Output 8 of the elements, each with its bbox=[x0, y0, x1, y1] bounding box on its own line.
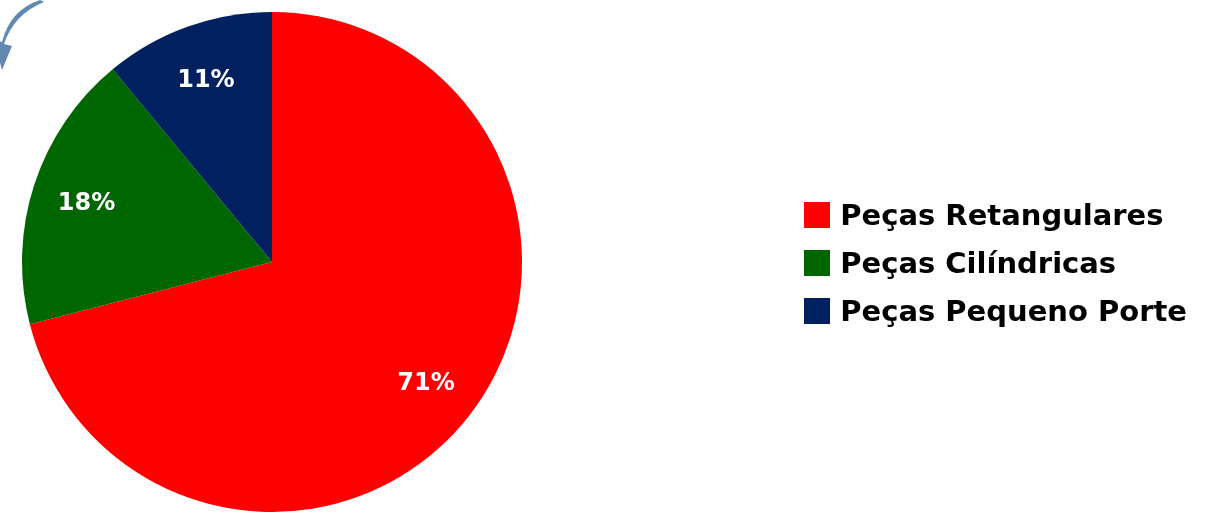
legend-label: Peças Retangulares bbox=[840, 197, 1164, 232]
data-label: 18% bbox=[57, 187, 116, 216]
pie-slice bbox=[22, 69, 272, 325]
pie-slice bbox=[29, 12, 522, 512]
legend-label: Peças Pequeno Porte bbox=[840, 293, 1187, 328]
legend-label: Peças Cilíndricas bbox=[840, 245, 1117, 280]
data-label: 11% bbox=[177, 64, 235, 93]
data-label: 71% bbox=[397, 367, 455, 396]
